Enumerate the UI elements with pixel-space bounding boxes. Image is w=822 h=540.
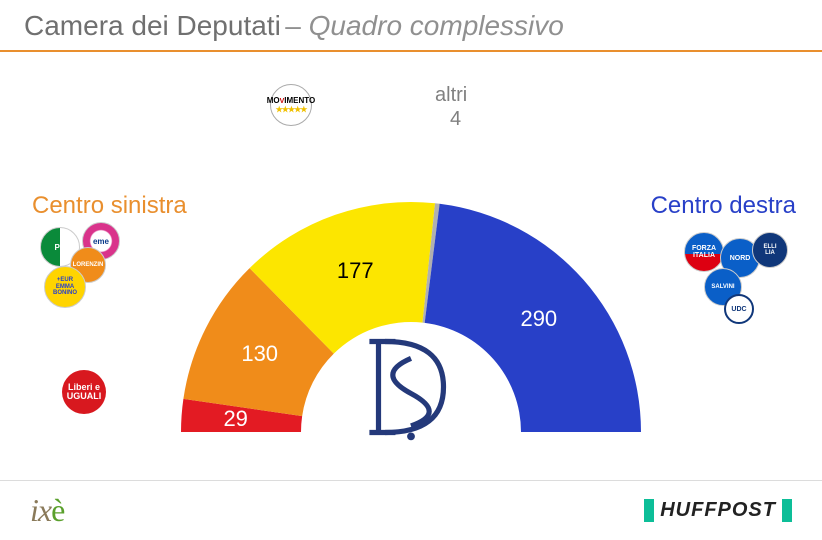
camera-emblem-icon bbox=[346, 322, 476, 452]
title-sub: Quadro complessivo bbox=[309, 10, 564, 41]
label-centro-destra: Centro destra bbox=[651, 192, 796, 220]
fdi-logo-icon: ELLILIA bbox=[752, 232, 788, 268]
leu-logo-icon: Liberi e UGUALI bbox=[62, 370, 106, 414]
title-main: Camera dei Deputati bbox=[24, 10, 281, 41]
udc-logo-icon: UDC bbox=[724, 294, 754, 324]
value-altri: 4 bbox=[450, 108, 461, 131]
title-bar: Camera dei Deputati – Quadro complessivo bbox=[0, 0, 822, 52]
label-altri: altri bbox=[435, 84, 467, 107]
value-leu: 29 bbox=[223, 406, 247, 432]
value-m5s: 177 bbox=[337, 258, 374, 284]
m5s-logo-icon: MOVIMENTO ★★★★★ bbox=[270, 84, 312, 126]
leu-line2: UGUALI bbox=[67, 392, 102, 401]
ixe-logo-icon: ixè bbox=[30, 492, 64, 529]
footer: ixè HUFFPOST bbox=[0, 480, 822, 540]
cs-logo-cluster: PD eme LORENZIN +EUREMMABONINO bbox=[40, 222, 160, 322]
huffpost-logo-icon: HUFFPOST bbox=[644, 499, 792, 522]
cd-logo-cluster: FORZAITALIA NORD ELLILIA SALVINI UDC bbox=[684, 232, 794, 332]
fi-logo-icon: FORZAITALIA bbox=[684, 232, 724, 272]
parliament-chart: Centro sinistra Centro destra altri 4 29… bbox=[0, 52, 822, 472]
label-centro-sinistra: Centro sinistra bbox=[32, 192, 187, 220]
value-centro-destra: 290 bbox=[520, 306, 557, 332]
piueuropa-logo-icon: +EUREMMABONINO bbox=[44, 266, 86, 308]
title-separator: – bbox=[285, 10, 308, 41]
value-centro-sinistra: 130 bbox=[241, 341, 278, 367]
